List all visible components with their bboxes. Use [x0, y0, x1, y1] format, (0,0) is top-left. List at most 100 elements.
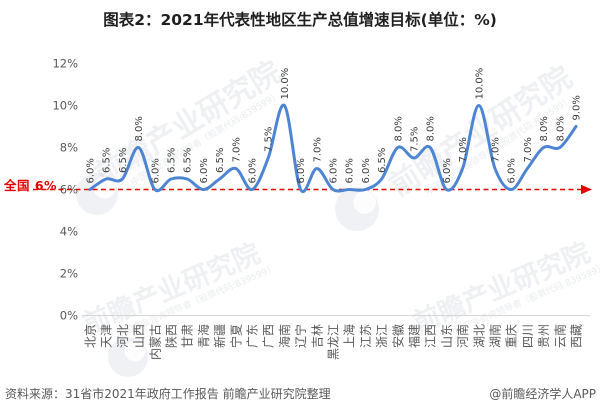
footer: 资料来源：31省市2021年政府工作报告 前瞻产业研究院整理 @前瞻经济学人AP… [5, 385, 596, 402]
svg-text:7.5%: 7.5% [410, 127, 421, 152]
x-axis-label: 四川 [521, 324, 535, 348]
x-axis-label: 江苏 [359, 324, 373, 348]
data-point-label: 6.5% [118, 148, 129, 173]
svg-text:安徽: 安徽 [390, 324, 405, 348]
data-point-label: 6.5% [167, 148, 178, 173]
svg-text:重庆: 重庆 [505, 324, 519, 348]
svg-text:新疆: 新疆 [212, 324, 227, 348]
svg-text:广东: 广东 [246, 324, 260, 348]
arrow-head-icon [581, 184, 592, 195]
y-axis-tick-label: 2% [60, 267, 78, 281]
chart-title: 图表2：2021年代表性地区生产总值增速目标(单位：%) [103, 11, 497, 29]
svg-text:山东: 山东 [440, 324, 454, 348]
x-axis-label: 江西 [424, 324, 438, 348]
data-point-label: 8.0% [393, 116, 404, 141]
svg-text:江西: 江西 [424, 324, 438, 348]
source-note: 资料来源：31省市2021年政府工作报告 前瞻产业研究院整理 [5, 387, 331, 401]
svg-text:河北: 河北 [116, 324, 130, 348]
svg-text:6.0%: 6.0% [150, 158, 161, 183]
attribution: @前瞻经济学人APP [489, 387, 596, 401]
x-axis-label: 福建 [407, 324, 422, 348]
data-point-label: 7.5% [410, 127, 421, 152]
x-axis-label: 上海 [342, 324, 357, 348]
svg-text:6.0%: 6.0% [329, 158, 340, 183]
svg-text:7.0%: 7.0% [458, 137, 469, 162]
svg-text:贵州: 贵州 [537, 324, 551, 348]
svg-text:广西: 广西 [262, 324, 276, 348]
svg-text:福建: 福建 [407, 324, 422, 348]
x-axis-label: 山西 [132, 324, 146, 348]
svg-text:6.5%: 6.5% [167, 148, 178, 173]
x-axis-label: 河南 [455, 324, 470, 348]
x-axis-label: 广东 [246, 324, 260, 348]
svg-text:天津: 天津 [100, 324, 114, 348]
x-axis-label: 湖北 [471, 324, 486, 348]
svg-text:6.5%: 6.5% [102, 148, 113, 173]
y-axis-tick-label: 4% [60, 225, 78, 239]
svg-text:6.5%: 6.5% [377, 148, 388, 173]
x-axis-label: 广西 [262, 324, 276, 348]
svg-text:北京: 北京 [84, 324, 98, 348]
data-point-label: 6.0% [361, 158, 372, 183]
x-axis-label: 宁夏 [228, 324, 243, 348]
x-axis-label: 北京 [84, 324, 98, 348]
watermark-logo-icon [76, 173, 118, 215]
data-point-label: 7.5% [264, 127, 275, 152]
svg-text:宁夏: 宁夏 [228, 324, 243, 348]
svg-text:6.0%: 6.0% [507, 158, 518, 183]
svg-text:海南: 海南 [277, 324, 292, 348]
svg-text:吉林: 吉林 [310, 324, 324, 348]
svg-text:云南: 云南 [552, 324, 567, 348]
x-axis-label: 河北 [116, 324, 130, 348]
data-point-label: 8.0% [134, 116, 145, 141]
data-point-label: 6.0% [199, 158, 210, 183]
svg-text:8.0%: 8.0% [426, 116, 437, 141]
svg-text:浙江: 浙江 [375, 324, 389, 348]
x-axis-label: 重庆 [505, 324, 519, 348]
y-axis-tick-labels: 0%2%4%6%8%10%12% [52, 57, 78, 323]
svg-text:上海: 上海 [342, 324, 357, 348]
data-point-label: 6.0% [442, 158, 453, 183]
svg-text:6.0%: 6.0% [345, 158, 356, 183]
x-axis-label: 贵州 [537, 324, 551, 348]
x-axis-labels: 北京 天津 河北 山西 内蒙古 陕西 甘肃 青海 新疆 宁夏 广东 广西 海南 辽宁 吉林 黑龙江 上海 江苏 浙江… [84, 324, 584, 360]
svg-text:陕西: 陕西 [164, 324, 179, 348]
watermark-logo-icon [335, 187, 379, 231]
x-axis-label: 海南 [277, 324, 292, 348]
x-axis-label: 西藏 [570, 324, 584, 348]
data-point-label: 6.5% [183, 148, 194, 173]
data-point-label: 6.0% [150, 158, 161, 183]
data-point-label: 8.0% [539, 116, 550, 141]
data-point-label: 10.0% [474, 68, 485, 100]
svg-text:7.0%: 7.0% [312, 137, 323, 162]
svg-text:6.0%: 6.0% [361, 158, 372, 183]
data-point-label: 7.0% [231, 137, 242, 162]
data-point-label: 7.0% [523, 137, 534, 162]
x-axis-label: 辽宁 [293, 324, 308, 348]
svg-text:10.0%: 10.0% [474, 68, 485, 100]
x-axis-label: 湖南 [488, 324, 503, 348]
svg-text:河南: 河南 [455, 324, 470, 348]
svg-text:9.0%: 9.0% [572, 95, 583, 120]
x-axis-label: 浙江 [375, 324, 389, 348]
svg-text:7.5%: 7.5% [264, 127, 275, 152]
data-point-label: 8.0% [555, 116, 566, 141]
data-point-label: 6.0% [248, 158, 259, 183]
svg-text:6.0%: 6.0% [296, 158, 307, 183]
data-point-labels: 6.0% 6.5% 6.5% 8.0% 6.0% 6.5% 6.5% 6.0% 6.5% 7.0%… [86, 68, 583, 184]
svg-text:6.0%: 6.0% [442, 158, 453, 183]
svg-text:7.0%: 7.0% [491, 137, 502, 162]
svg-text:10.0%: 10.0% [280, 68, 291, 100]
svg-text:6.5%: 6.5% [215, 148, 226, 173]
x-axis-label: 山东 [440, 324, 454, 348]
data-point-label: 6.5% [377, 148, 388, 173]
svg-text:8.0%: 8.0% [555, 116, 566, 141]
y-axis-tick-label: 8% [60, 141, 78, 155]
data-point-label: 9.0% [572, 95, 583, 120]
data-point-label: 7.0% [458, 137, 469, 162]
data-point-label: 8.0% [426, 116, 437, 141]
data-point-label: 6.0% [296, 158, 307, 183]
svg-text:黑龙江: 黑龙江 [327, 324, 341, 360]
svg-text:湖北: 湖北 [471, 324, 486, 348]
